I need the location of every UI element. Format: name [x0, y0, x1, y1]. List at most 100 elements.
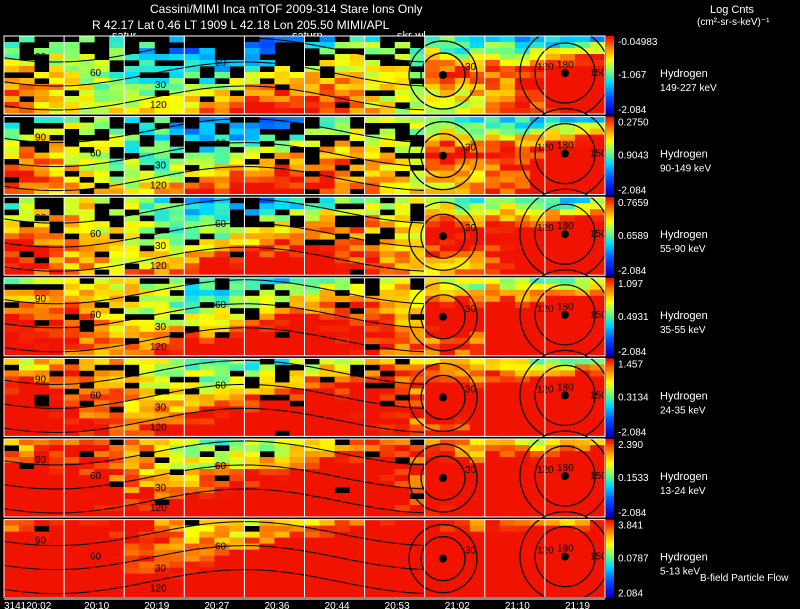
- heatmap-cell: [514, 475, 531, 482]
- heatmap-cell: [590, 505, 606, 512]
- heatmap-cell: [169, 511, 185, 518]
- heatmap-cell: [274, 122, 290, 129]
- heatmap-cell: [559, 537, 576, 544]
- heatmap-cell: [484, 263, 501, 270]
- colorbar-segment: [606, 418, 614, 422]
- heatmap-cell: [409, 475, 426, 482]
- heatmap-cell: [559, 481, 576, 488]
- heatmap-cell: [379, 182, 396, 189]
- heatmap-cell: [544, 277, 561, 285]
- heatmap-cell: [590, 84, 606, 91]
- heatmap-cell: [364, 457, 381, 464]
- heatmap-cell: [64, 289, 80, 297]
- heatmap-cell: [139, 90, 155, 97]
- heatmap-cell: [4, 245, 20, 252]
- contour-line: [3, 279, 425, 305]
- heatmap-cell: [590, 424, 606, 431]
- heatmap-cell: [259, 42, 275, 49]
- heatmap-cell: [19, 158, 35, 165]
- heatmap-cell: [590, 128, 606, 135]
- heatmap-cell: [454, 269, 471, 276]
- heatmap-cell: [154, 430, 170, 437]
- heatmap-cell: [229, 188, 245, 195]
- heatmap-cell: [139, 319, 155, 327]
- heatmap-cell: [94, 469, 110, 476]
- heatmap-cell: [499, 239, 516, 246]
- heatmap-cell: [94, 233, 110, 240]
- heatmap-cell: [544, 102, 561, 109]
- heatmap-cell: [394, 349, 411, 357]
- heatmap-cell: [484, 84, 501, 91]
- heatmap-cell: [319, 176, 336, 183]
- panel-4: 90603012060301201501801.0970.4931-2.084H…: [3, 269, 708, 361]
- heatmap-cell: [379, 108, 396, 115]
- heatmap-cell: [454, 424, 471, 431]
- heatmap-cell: [379, 325, 396, 333]
- heatmap-cell: [379, 152, 396, 159]
- heatmap-cell: [19, 188, 35, 195]
- heatmap-cell: [559, 146, 576, 153]
- heatmap-cell: [379, 277, 396, 285]
- heatmap-cell: [169, 269, 185, 276]
- heatmap-cell: [484, 146, 501, 153]
- heatmap-cell: [454, 412, 471, 419]
- heatmap-cell: [79, 239, 95, 246]
- heatmap-cell: [590, 102, 606, 109]
- heatmap-cell: [574, 499, 591, 506]
- heatmap-cell: [199, 182, 215, 189]
- heatmap-cell: [4, 134, 20, 141]
- heatmap-cell: [514, 525, 531, 532]
- heatmap-cell: [214, 66, 230, 73]
- heatmap-cell: [49, 233, 65, 240]
- heatmap-cell: [319, 233, 336, 240]
- heatmap-cell: [544, 511, 561, 518]
- heatmap-cell: [469, 591, 486, 598]
- heatmap-cell: [214, 349, 230, 357]
- heatmap-cell: [379, 394, 396, 401]
- heatmap-cell: [514, 370, 531, 377]
- heatmap-cell: [34, 445, 50, 452]
- heatmap-cell: [499, 307, 516, 315]
- heatmap-cell: [394, 283, 411, 291]
- heatmap-cell: [184, 108, 200, 115]
- heatmap-cell: [319, 463, 336, 470]
- heatmap-cell: [364, 505, 381, 512]
- heatmap-cell: [439, 319, 456, 327]
- heatmap-cell: [214, 457, 230, 464]
- heatmap-cell: [139, 197, 155, 204]
- heatmap-cell: [559, 96, 576, 103]
- heatmap-cell: [4, 269, 20, 276]
- heatmap-cell: [559, 412, 576, 419]
- heatmap-cell: [469, 505, 486, 512]
- heatmap-cell: [529, 221, 546, 228]
- heatmap-cell: [469, 251, 486, 258]
- heatmap-cell: [454, 585, 471, 592]
- heatmap-cell: [64, 555, 80, 562]
- heatmap-cell: [259, 561, 275, 568]
- heatmap-cell: [244, 561, 260, 568]
- heatmap-cell: [574, 283, 591, 291]
- heatmap-cell: [229, 481, 245, 488]
- heatmap-cell: [229, 134, 245, 141]
- heatmap-cell: [289, 245, 306, 252]
- heatmap-cell: [334, 382, 351, 389]
- heatmap-cell: [499, 215, 516, 222]
- heatmap-cell: [590, 543, 606, 550]
- heatmap-cell: [229, 295, 245, 303]
- heatmap-cell: [334, 543, 351, 550]
- heatmap-cell: [289, 525, 306, 532]
- heatmap-cell: [364, 269, 381, 276]
- heatmap-cell: [109, 134, 125, 141]
- colorbar-segment: [606, 262, 614, 266]
- heatmap-cell: [349, 358, 366, 365]
- heatmap-cell: [34, 134, 50, 141]
- heatmap-cell: [484, 394, 501, 401]
- heatmap-cell: [214, 146, 230, 153]
- heatmap-cell: [590, 406, 606, 413]
- heatmap-cell: [49, 96, 65, 103]
- heatmap-cell: [94, 388, 110, 395]
- colorbar-segment: [606, 241, 614, 245]
- heatmap-cell: [590, 307, 606, 315]
- heatmap-cell: [469, 197, 486, 204]
- heatmap-cell: [184, 245, 200, 252]
